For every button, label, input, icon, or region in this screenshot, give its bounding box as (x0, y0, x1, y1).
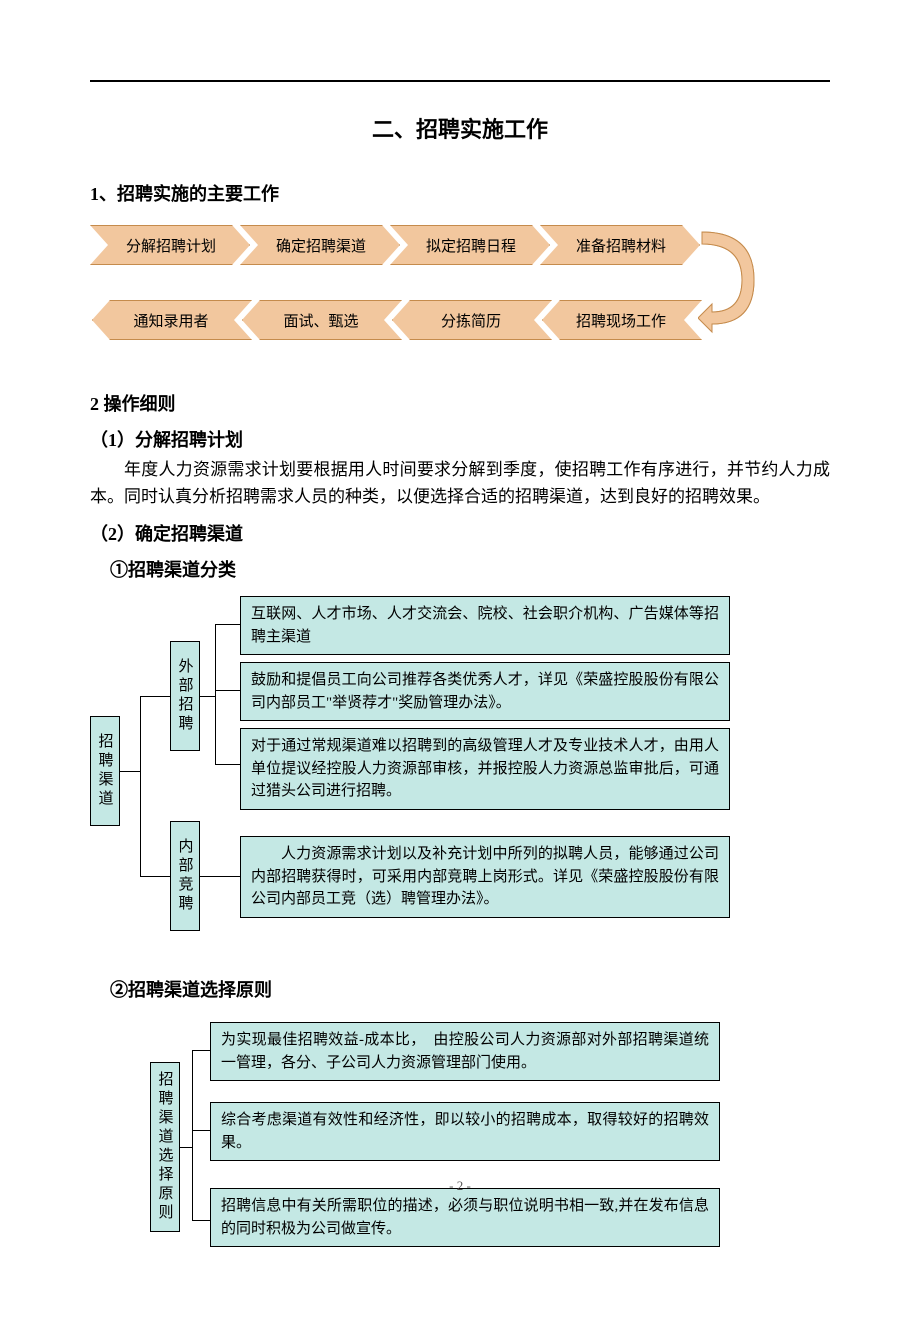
flow-step: 面试、甄选 (242, 300, 402, 340)
root-label: 招聘渠道 (90, 716, 120, 826)
channel-box: 鼓励和提倡员工向公司推荐各类优秀人才，详见《荣盛控股股份有限公司内部员工"举贤荐… (240, 662, 730, 721)
channel-box: 人力资源需求计划以及补充计划中所列的拟聘人员，能够通过公司内部招聘获得时，可采用… (240, 836, 730, 918)
flow-step: 准备招聘材料 (540, 225, 700, 265)
principle-box: 招聘信息中有关所需职位的描述，必须与职位说明书相一致,并在发布信息的同时积极为公… (210, 1188, 720, 1247)
flow-step: 拟定招聘日程 (390, 225, 550, 265)
principle-box: 综合考虑渠道有效性和经济性，即以较小的招聘成本，取得较好的招聘效果。 (210, 1102, 720, 1161)
flow-step: 分解招聘计划 (90, 225, 250, 265)
sub2b-heading: ②招聘渠道选择原则 (90, 976, 830, 1002)
flow-curve-icon (698, 220, 770, 340)
channel-box: 对于通过常规渠道难以招聘到的高级管理人才及专业技术人才，由用人单位提议经控股人力… (240, 728, 730, 810)
channel-classification-diagram: 招聘渠道 外部招聘 内部竞聘 互联网、人才市场、人才交流会、院校、社会职介机构、… (90, 596, 830, 946)
flow-step: 通知录用者 (92, 300, 252, 340)
flow-step: 分拣简历 (392, 300, 552, 340)
sub2a-heading: ①招聘渠道分类 (90, 556, 830, 582)
flow-step: 确定招聘渠道 (240, 225, 400, 265)
principle-box: 为实现最佳招聘效益-成本比， 由控股公司人力资源部对外部招聘渠道统一管理，各分、… (210, 1022, 720, 1081)
branch-a-label: 外部招聘 (170, 641, 200, 751)
section1-heading: 1、招聘实施的主要工作 (90, 180, 830, 206)
channel-box: 互联网、人才市场、人才交流会、院校、社会职介机构、广告媒体等招聘主渠道 (240, 596, 730, 655)
sub1-body: 年度人力资源需求计划要根据用人时间要求分解到季度，使招聘工作有序进行，并节约人力… (90, 456, 830, 510)
page-title: 二、招聘实施工作 (90, 112, 830, 144)
flow-step: 招聘现场工作 (542, 300, 702, 340)
sub1-heading: （1）分解招聘计划 (90, 426, 830, 452)
section2-heading: 2 操作细则 (90, 390, 830, 416)
process-flow: 分解招聘计划 确定招聘渠道 拟定招聘日程 准备招聘材料 招聘现场工作 分拣简历 … (90, 220, 830, 380)
branch-b-label: 内部竞聘 (170, 821, 200, 931)
root-label-2: 招聘渠道选择原则 (150, 1062, 180, 1232)
sub2-heading: （2）确定招聘渠道 (90, 520, 830, 546)
page-number: - 2 - (449, 1178, 471, 1194)
channel-principle-diagram: 招聘渠道选择原则 为实现最佳招聘效益-成本比， 由控股公司人力资源部对外部招聘渠… (90, 1022, 830, 1282)
